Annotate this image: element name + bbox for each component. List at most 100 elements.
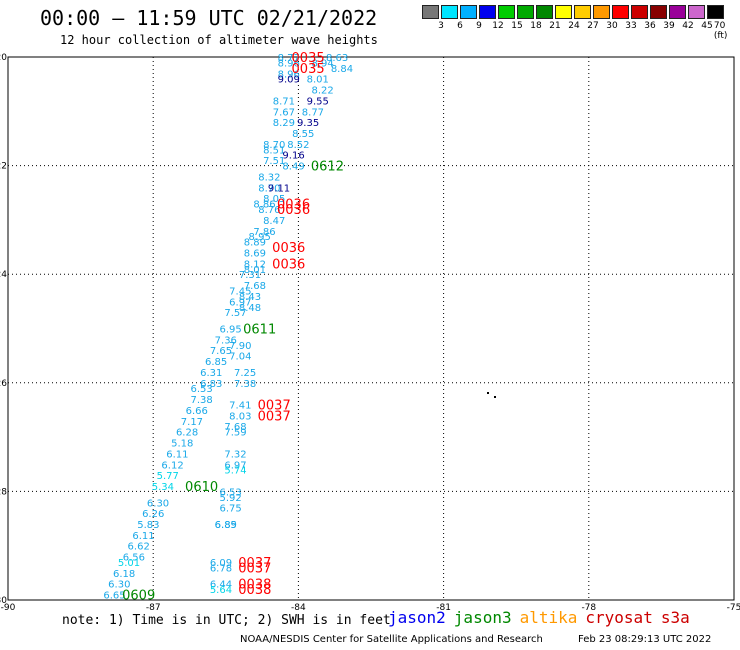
footnote: note: 1) Time is in UTC; 2) SWH is in fe…	[62, 613, 391, 628]
island-marker	[494, 396, 496, 398]
legend-level-label: 30	[606, 21, 618, 31]
page-subtitle: 12 hour collection of altimeter wave hei…	[60, 33, 378, 47]
wave-height-value: 6.26	[142, 509, 164, 520]
lon-tick-label: -75	[727, 603, 740, 613]
legend-swatch	[688, 5, 705, 19]
wave-height-value: 7.38	[190, 395, 212, 406]
map-border	[7, 56, 735, 601]
wave-height-value: 7.86	[253, 227, 275, 238]
wave-height-value: 8.48	[239, 303, 261, 314]
legend-level-label: 27	[587, 21, 599, 31]
legend-swatch	[555, 5, 572, 19]
wave-height-value: 7.17	[181, 417, 203, 428]
pass-time-label: 0037	[238, 561, 271, 576]
lon-tick-label: -84	[291, 603, 306, 613]
wave-height-value: 6.95	[220, 325, 242, 336]
wave-height-value: 6.53	[220, 487, 242, 498]
wave-height-value: 6.85	[215, 520, 237, 531]
wave-height-value: 7.31	[239, 270, 261, 281]
pass-time-label: 0036	[277, 203, 310, 218]
legend-swatch	[612, 5, 629, 19]
legend-level-label: 39	[663, 21, 675, 31]
wave-height-value: 8.22	[311, 86, 333, 97]
wave-height-value: 8.69	[244, 248, 266, 259]
wave-height-value: 8.29	[273, 118, 295, 129]
map-frame	[7, 56, 735, 601]
wave-height-value: 7.32	[224, 449, 246, 460]
legend-swatch	[517, 5, 534, 19]
wave-height-value: 9.11	[268, 183, 290, 194]
wave-height-value: 6.53	[190, 384, 212, 395]
lat-tick-label: -24	[0, 270, 7, 280]
wave-height-value: 5.34	[152, 482, 174, 493]
legend-level-label: 33	[625, 21, 637, 31]
wave-height-value: 8.70	[258, 183, 280, 194]
wave-height-value: 6.89	[215, 520, 237, 531]
legend-swatch	[650, 5, 667, 19]
wave-height-value: 6.65	[103, 591, 125, 602]
wave-height-value: 6.56	[123, 553, 145, 564]
legend-level-label: 6	[457, 21, 463, 31]
legend-swatch	[422, 5, 439, 19]
wave-height-value: 8.12	[244, 259, 266, 270]
legend-swatch	[460, 5, 477, 19]
wave-height-value: 8.96	[278, 69, 300, 80]
wave-height-value: 8.49	[282, 162, 304, 173]
generation-timestamp: Feb 23 08:29:13 UTC 2022	[578, 634, 712, 645]
wave-height-value: 8.05	[263, 194, 285, 205]
wave-height-value: 8.55	[292, 129, 314, 140]
pass-time-label: 0610	[185, 480, 218, 495]
lon-tick-label: -78	[581, 603, 596, 613]
wave-height-value: 8.96	[278, 58, 300, 69]
wave-height-value: 6.09	[210, 558, 232, 569]
lat-tick-label: -20	[0, 53, 7, 63]
satellite-name: cryosat	[585, 608, 653, 627]
pass-time-label: 0037	[258, 409, 291, 424]
satellite-legend: jason2 jason3 altika cryosat s3a	[388, 608, 698, 627]
wave-height-value: 5.18	[171, 439, 193, 450]
satellite-name: s3a	[660, 608, 690, 627]
wave-height-value: 7.04	[229, 352, 251, 363]
legend-level-label: 21	[549, 21, 561, 31]
pass-time-label: 0037	[258, 399, 291, 414]
pass-time-label: 0035	[292, 51, 325, 66]
wave-height-value: 8.77	[302, 107, 324, 118]
legend-swatch	[669, 5, 686, 19]
legend-level-label: 3	[438, 21, 444, 31]
legend-swatch	[441, 5, 458, 19]
wave-height-value: 7.25	[234, 368, 256, 379]
lat-tick-label: -30	[0, 596, 7, 606]
lat-tick-label: -28	[0, 487, 7, 497]
wave-height-value: 6.97	[229, 297, 251, 308]
lon-tick-label: -87	[146, 603, 161, 613]
pass-time-label: 0036	[272, 241, 305, 256]
pass-time-label: 0038	[238, 583, 271, 598]
wave-height-value: 6.31	[200, 368, 222, 379]
wave-height-value: 5.83	[137, 520, 159, 531]
wave-height-value: 5.01	[118, 558, 140, 569]
wave-height-value: 6.85	[205, 357, 227, 368]
wave-height-value: 6.44	[210, 580, 232, 591]
wave-height-value: 6.62	[128, 542, 150, 553]
wave-height-value: 8.47	[263, 216, 285, 227]
legend-swatch	[593, 5, 610, 19]
wave-height-value: 8.01	[307, 75, 329, 86]
legend-level-label: 70 (ft)	[713, 21, 728, 41]
legend-level-label: 45	[701, 21, 713, 31]
legend-swatch	[707, 5, 724, 19]
wave-height-value: 7.41	[229, 401, 251, 412]
wave-height-value: 6.11	[132, 531, 154, 542]
pass-time-label: 0036	[272, 257, 305, 272]
wave-height-value: 7.68	[224, 422, 246, 433]
wave-height-values: 8.778.96 8.948.638.848.969.09 8.018.229.55…	[103, 53, 353, 602]
wave-height-value: 8.32	[258, 172, 280, 183]
wave-height-value: 7.67	[273, 107, 295, 118]
wave-height-value: 7.59	[224, 428, 246, 439]
wave-height-value: 6.97	[224, 460, 246, 471]
pass-time-label: 0037	[238, 556, 271, 571]
wave-height-value: 6.11	[166, 449, 188, 460]
credit-line: NOAA/NESDIS Center for Satellite Applica…	[240, 634, 543, 645]
legend-level-label: 18	[530, 21, 542, 31]
wave-height-value: 7.57	[224, 308, 246, 319]
